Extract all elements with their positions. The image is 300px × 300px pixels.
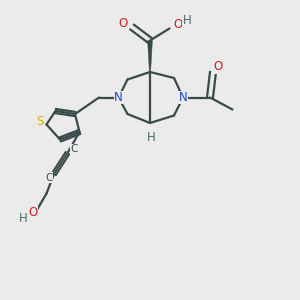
Text: O: O <box>173 18 182 32</box>
Polygon shape <box>148 40 152 72</box>
Text: H: H <box>182 14 191 27</box>
Text: O: O <box>28 206 38 220</box>
Text: O: O <box>118 17 127 30</box>
Text: O: O <box>213 60 222 73</box>
Text: C: C <box>45 172 52 183</box>
Text: N: N <box>114 91 123 104</box>
Text: H: H <box>147 131 156 144</box>
Text: C: C <box>70 144 78 154</box>
Text: S: S <box>36 115 43 128</box>
Text: N: N <box>178 91 188 104</box>
Text: H: H <box>19 212 28 225</box>
